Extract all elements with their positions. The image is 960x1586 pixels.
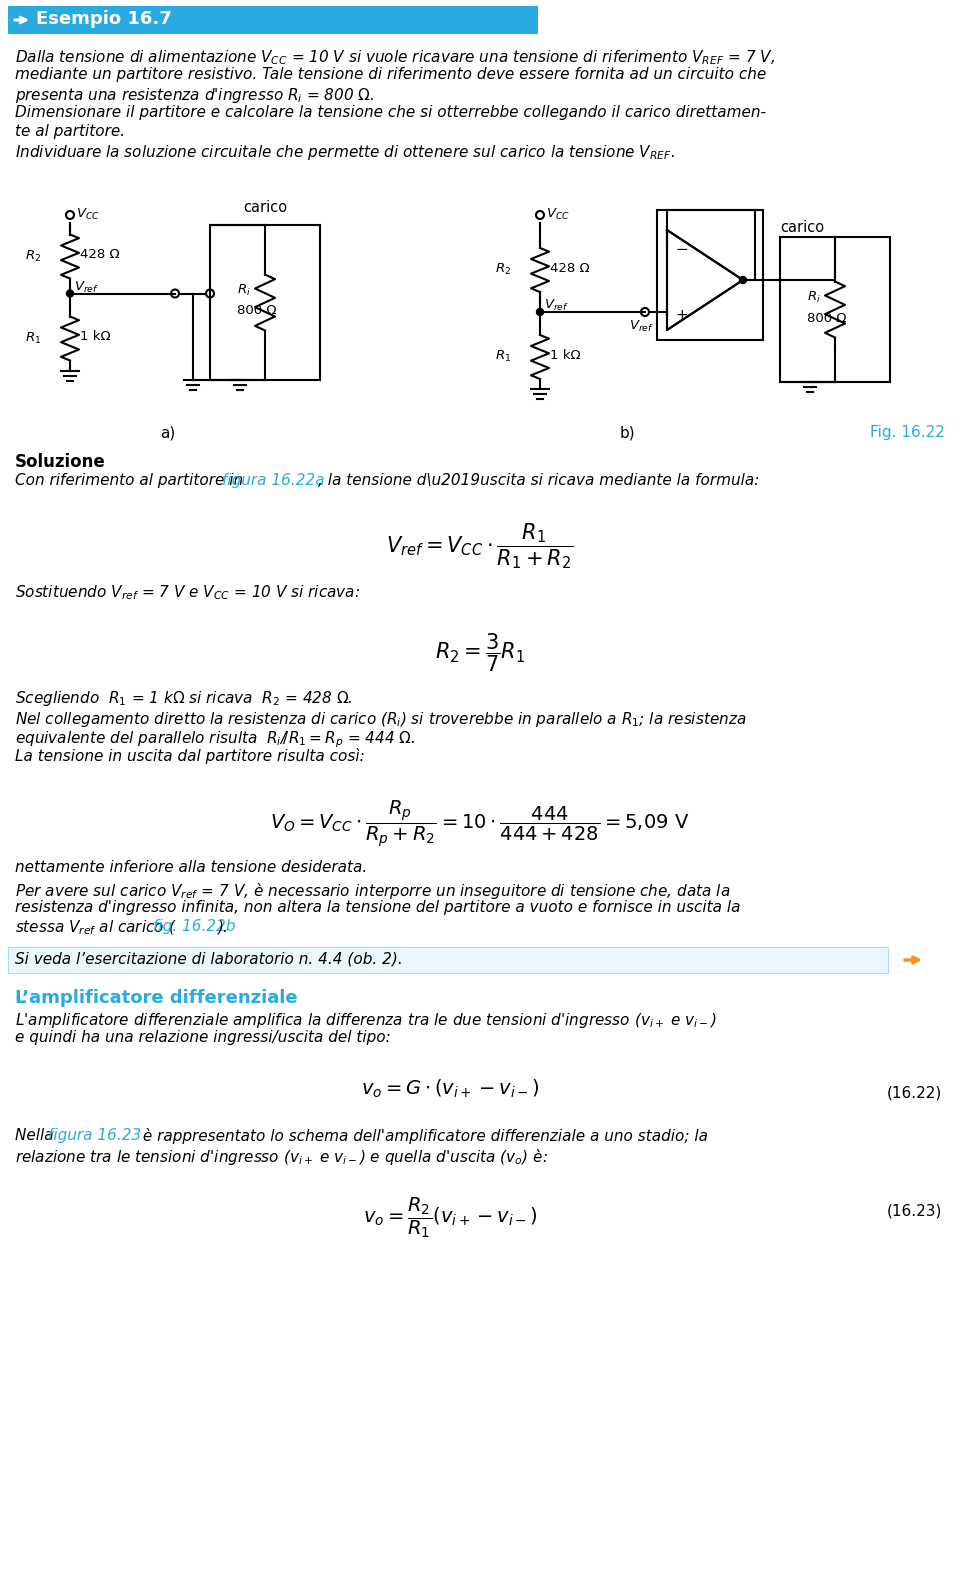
Text: te al partitore.: te al partitore. [15, 124, 125, 140]
Text: La tensione in uscita dal partitore risulta così:: La tensione in uscita dal partitore risu… [15, 749, 365, 764]
Text: carico: carico [780, 220, 824, 235]
Bar [780, 236, 890, 382]
Text: 1 kΩ: 1 kΩ [550, 349, 581, 362]
Text: $R_2$: $R_2$ [25, 249, 41, 263]
Text: $V_{ref}$: $V_{ref}$ [74, 279, 99, 295]
Text: $V_{ref} = V_{CC} \cdot \dfrac{R_1}{R_1 + R_2}$: $V_{ref} = V_{CC} \cdot \dfrac{R_1}{R_1 … [387, 520, 573, 571]
Text: equivalente del parallelo risulta  $R_i$/$\!/$$R_1 = R_p$ = 444 $\Omega$.: equivalente del parallelo risulta $R_i$/… [15, 730, 416, 750]
FancyBboxPatch shape [8, 947, 888, 972]
Text: relazione tra le tensioni d'ingresso ($v_{i+}$ e $v_{i-}$) e quella d'uscita ($v: relazione tra le tensioni d'ingresso ($v… [15, 1147, 548, 1167]
Text: mediante un partitore resistivo. Tale tensione di riferimento deve essere fornit: mediante un partitore resistivo. Tale te… [15, 67, 766, 82]
Text: ).: ). [218, 918, 228, 934]
Text: figura 16.23: figura 16.23 [48, 1128, 141, 1144]
Text: Si veda l’esercitazione di laboratorio n. 4.4 (ob. 2).: Si veda l’esercitazione di laboratorio n… [15, 952, 403, 966]
Text: presenta una resistenza d'ingresso $R_i$ = 800 $\Omega$.: presenta una resistenza d'ingresso $R_i$… [15, 86, 374, 105]
Text: L’amplificatore differenziale: L’amplificatore differenziale [15, 990, 298, 1007]
Text: Nel collegamento diretto la resistenza di carico ($R_i$) si troverebbe in parall: Nel collegamento diretto la resistenza d… [15, 711, 747, 730]
Text: b): b) [620, 425, 636, 439]
Text: $v_o = \dfrac{R_2}{R_1} (v_{i+} - v_{i-})$: $v_o = \dfrac{R_2}{R_1} (v_{i+} - v_{i-}… [363, 1194, 538, 1240]
Text: 428 Ω: 428 Ω [550, 262, 589, 274]
Text: L'amplificatore differenziale amplifica la differenza tra le due tensioni d'ingr: L'amplificatore differenziale amplifica … [15, 1010, 716, 1029]
Text: nettamente inferiore alla tensione desiderata.: nettamente inferiore alla tensione desid… [15, 860, 368, 875]
Text: $R_i$: $R_i$ [807, 290, 821, 305]
Text: $R_1$: $R_1$ [495, 349, 512, 365]
Text: resistenza d'ingresso infinita, non altera la tensione del partitore a vuoto e f: resistenza d'ingresso infinita, non alte… [15, 899, 740, 915]
Text: figura 16.22a: figura 16.22a [222, 473, 324, 488]
Text: $R_2 = \dfrac{3}{7} R_1$: $R_2 = \dfrac{3}{7} R_1$ [435, 631, 525, 674]
Text: Con riferimento al partitore in: Con riferimento al partitore in [15, 473, 248, 488]
Text: $V_O = V_{CC} \cdot \dfrac{R_p}{R_p + R_2} = 10 \cdot \dfrac{444}{444 + 428} = 5: $V_O = V_{CC} \cdot \dfrac{R_p}{R_p + R_… [271, 798, 689, 849]
Text: Per avere sul carico $V_{ref}$ = 7 V, è necessario interporre un inseguitore di : Per avere sul carico $V_{ref}$ = 7 V, è … [15, 880, 731, 901]
Bar [210, 225, 320, 381]
Text: Esempio 16.7: Esempio 16.7 [36, 10, 172, 29]
Text: carico: carico [243, 200, 287, 216]
Text: Individuare la soluzione circuitale che permette di ottenere sul carico la tensi: Individuare la soluzione circuitale che … [15, 143, 675, 162]
FancyBboxPatch shape [8, 6, 538, 33]
Circle shape [66, 290, 74, 297]
Text: $R_i$: $R_i$ [237, 282, 251, 298]
Text: Dalla tensione di alimentazione $V_{CC}$ = 10 V si vuole ricavare una tensione d: Dalla tensione di alimentazione $V_{CC}$… [15, 48, 775, 67]
Text: fig. 16.22b: fig. 16.22b [153, 918, 235, 934]
Text: e quindi ha una relazione ingressi/uscita del tipo:: e quindi ha una relazione ingressi/uscit… [15, 1029, 391, 1045]
Bar [657, 209, 763, 339]
Text: −: − [675, 243, 687, 257]
Text: $V_{CC}$: $V_{CC}$ [546, 208, 570, 222]
Text: (16.22): (16.22) [887, 1086, 942, 1101]
Text: 800 Ω: 800 Ω [237, 305, 276, 317]
Text: Nella: Nella [15, 1128, 59, 1144]
Text: Dimensionare il partitore e calcolare la tensione che si otterrebbe collegando i: Dimensionare il partitore e calcolare la… [15, 105, 766, 121]
Text: 428 Ω: 428 Ω [80, 249, 120, 262]
Text: Sostituendo $V_{ref}$ = 7 V e $V_{CC}$ = 10 V si ricava:: Sostituendo $V_{ref}$ = 7 V e $V_{CC}$ =… [15, 584, 360, 601]
Text: 1 kΩ: 1 kΩ [80, 330, 110, 344]
Text: $V_{ref}$: $V_{ref}$ [544, 298, 569, 312]
Text: $v_o = G \cdot (v_{i+} - v_{i-})$: $v_o = G \cdot (v_{i+} - v_{i-})$ [361, 1078, 539, 1101]
Text: $R_2$: $R_2$ [495, 262, 511, 278]
Text: è rappresentato lo schema dell'amplificatore differenziale a uno stadio; la: è rappresentato lo schema dell'amplifica… [138, 1128, 708, 1144]
Text: Soluzione: Soluzione [15, 454, 106, 471]
Text: 800 Ω: 800 Ω [807, 311, 847, 325]
Circle shape [739, 276, 747, 284]
Text: (16.23): (16.23) [887, 1204, 942, 1218]
Text: +: + [675, 308, 687, 324]
Text: $V_{ref}$: $V_{ref}$ [629, 319, 654, 335]
Text: a): a) [160, 425, 176, 439]
Text: Fig. 16.22: Fig. 16.22 [870, 425, 945, 439]
Text: Scegliendo  $R_1$ = 1 k$\Omega$ si ricava  $R_2$ = 428 $\Omega$.: Scegliendo $R_1$ = 1 k$\Omega$ si ricava… [15, 688, 352, 707]
Circle shape [537, 309, 543, 316]
Text: $V_{CC}$: $V_{CC}$ [76, 208, 100, 222]
Text: stessa $V_{ref}$ al carico (: stessa $V_{ref}$ al carico ( [15, 918, 177, 937]
Text: , la tensione d\u2019uscita si ricava mediante la formula:: , la tensione d\u2019uscita si ricava me… [318, 473, 759, 488]
Text: $R_1$: $R_1$ [25, 330, 41, 346]
